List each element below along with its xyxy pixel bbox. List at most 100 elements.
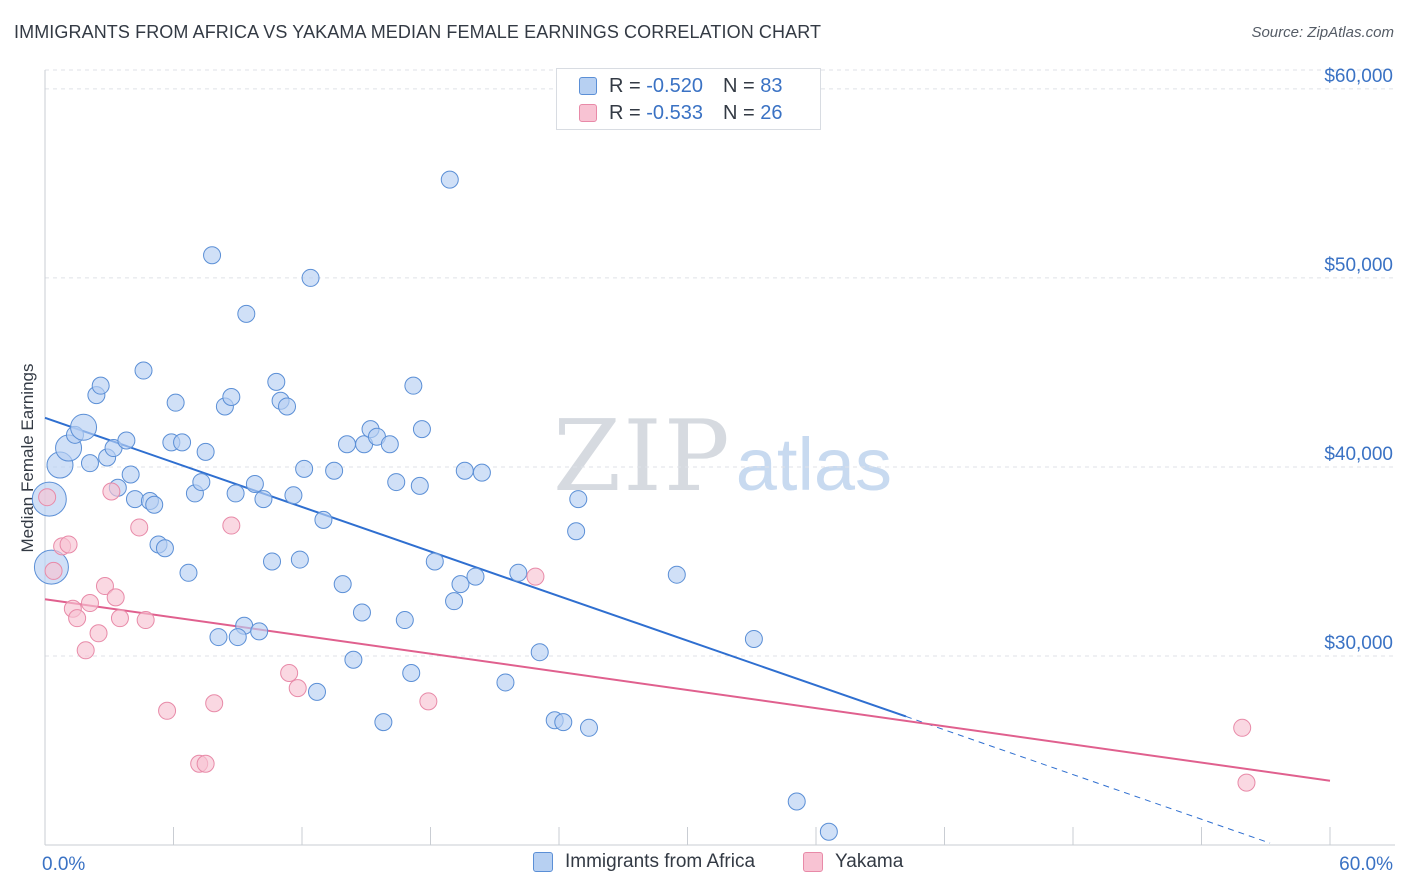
point-africa xyxy=(117,431,136,450)
point-africa xyxy=(196,442,215,461)
point-africa xyxy=(451,575,470,594)
point-africa xyxy=(203,246,222,265)
point-africa xyxy=(314,510,333,529)
point-africa xyxy=(466,567,485,586)
point-africa xyxy=(245,474,264,493)
point-africa xyxy=(155,539,174,558)
point-africa xyxy=(267,372,286,391)
axes xyxy=(44,70,1395,846)
legend-r-label: R = xyxy=(609,101,641,124)
point-yakama xyxy=(196,754,215,773)
point-africa xyxy=(325,461,344,480)
point-africa xyxy=(496,673,515,692)
point-yakama xyxy=(526,567,545,586)
point-africa xyxy=(344,650,363,669)
point-africa xyxy=(307,682,326,701)
point-africa xyxy=(80,454,99,473)
point-africa xyxy=(374,713,393,732)
point-africa xyxy=(579,718,598,737)
point-yakama xyxy=(136,611,155,630)
point-africa xyxy=(445,592,464,611)
point-yakama xyxy=(102,482,121,501)
point-africa xyxy=(145,495,164,514)
point-yakama xyxy=(158,701,177,720)
point-africa xyxy=(295,459,314,478)
point-africa xyxy=(237,304,256,323)
point-africa xyxy=(284,486,303,505)
point-africa xyxy=(554,713,573,732)
point-yakama xyxy=(68,609,87,628)
point-africa xyxy=(222,388,241,407)
chart-source: Source: ZipAtlas.com xyxy=(1251,24,1394,41)
legend-r-label: R = xyxy=(609,74,641,97)
point-africa xyxy=(301,268,320,287)
trend-line-africa xyxy=(44,416,907,718)
point-africa xyxy=(352,603,371,622)
point-africa xyxy=(192,473,211,492)
point-africa xyxy=(209,628,228,647)
point-yakama xyxy=(95,577,114,596)
point-africa xyxy=(228,628,247,647)
point-yakama xyxy=(205,694,224,713)
grid-lines xyxy=(45,69,1395,657)
point-yakama xyxy=(38,488,57,507)
point-africa xyxy=(333,575,352,594)
point-africa xyxy=(404,376,423,395)
point-africa xyxy=(166,393,185,412)
point-africa xyxy=(667,565,686,584)
point-africa xyxy=(226,484,245,503)
trend-line-africa-extension xyxy=(905,715,1271,844)
legend-n-label: N = xyxy=(722,101,755,124)
point-africa xyxy=(70,413,98,441)
series-legend-yakama: Yakama xyxy=(803,851,903,873)
point-africa xyxy=(425,552,444,571)
correlation-legend: R = -0.520 N = 83 R = -0.533 N = 26 xyxy=(556,68,821,130)
legend-swatch-africa xyxy=(579,77,597,95)
y-tick-label: $50,000 xyxy=(1324,255,1393,276)
point-africa xyxy=(278,397,297,416)
point-africa xyxy=(121,465,140,484)
y-tick-label: $60,000 xyxy=(1324,66,1393,87)
point-africa xyxy=(530,643,549,662)
point-yakama xyxy=(44,561,63,580)
point-africa xyxy=(290,550,309,569)
point-yakama xyxy=(419,692,438,711)
series-swatch-africa xyxy=(533,852,553,872)
point-africa xyxy=(455,461,474,480)
chart-title: IMMIGRANTS FROM AFRICA VS YAKAMA MEDIAN … xyxy=(14,22,822,42)
point-yakama xyxy=(80,594,99,613)
point-africa xyxy=(125,490,144,509)
legend-row-africa: R = -0.520 N = 83 xyxy=(579,73,782,99)
point-yakama xyxy=(76,641,95,660)
point-africa xyxy=(402,663,421,682)
y-tick-labels: $30,000 $40,000 $50,000 $60,000 xyxy=(1324,66,1393,654)
legend-row-yakama: R = -0.533 N = 26 xyxy=(579,100,782,126)
series-label-africa: Immigrants from Africa xyxy=(565,851,756,872)
series-legend-africa: Immigrants from Africa xyxy=(533,851,755,873)
point-yakama xyxy=(1237,773,1256,792)
legend-n-value: 26 xyxy=(760,101,783,124)
legend-swatch-yakama xyxy=(579,104,597,122)
point-africa xyxy=(819,822,838,841)
point-yakama xyxy=(89,624,108,643)
point-africa xyxy=(173,433,192,452)
series-legend: Immigrants from Africa Yakama xyxy=(0,851,1406,879)
point-africa xyxy=(472,463,491,482)
point-yakama xyxy=(280,663,299,682)
point-yakama xyxy=(106,588,125,607)
legend-n-label: N = xyxy=(722,74,755,97)
point-africa xyxy=(250,622,269,641)
point-yakama xyxy=(1233,718,1252,737)
y-tick-label: $40,000 xyxy=(1324,444,1393,465)
x-tick-labels: 0.0% 60.0% xyxy=(42,854,1393,875)
legend-n-value: 83 xyxy=(760,74,783,97)
point-yakama xyxy=(110,609,129,628)
point-africa xyxy=(91,376,110,395)
point-africa xyxy=(395,611,414,630)
point-africa xyxy=(179,563,198,582)
point-africa xyxy=(410,476,429,495)
data-points xyxy=(31,170,1256,841)
point-yakama xyxy=(288,679,307,698)
point-yakama xyxy=(222,516,241,535)
